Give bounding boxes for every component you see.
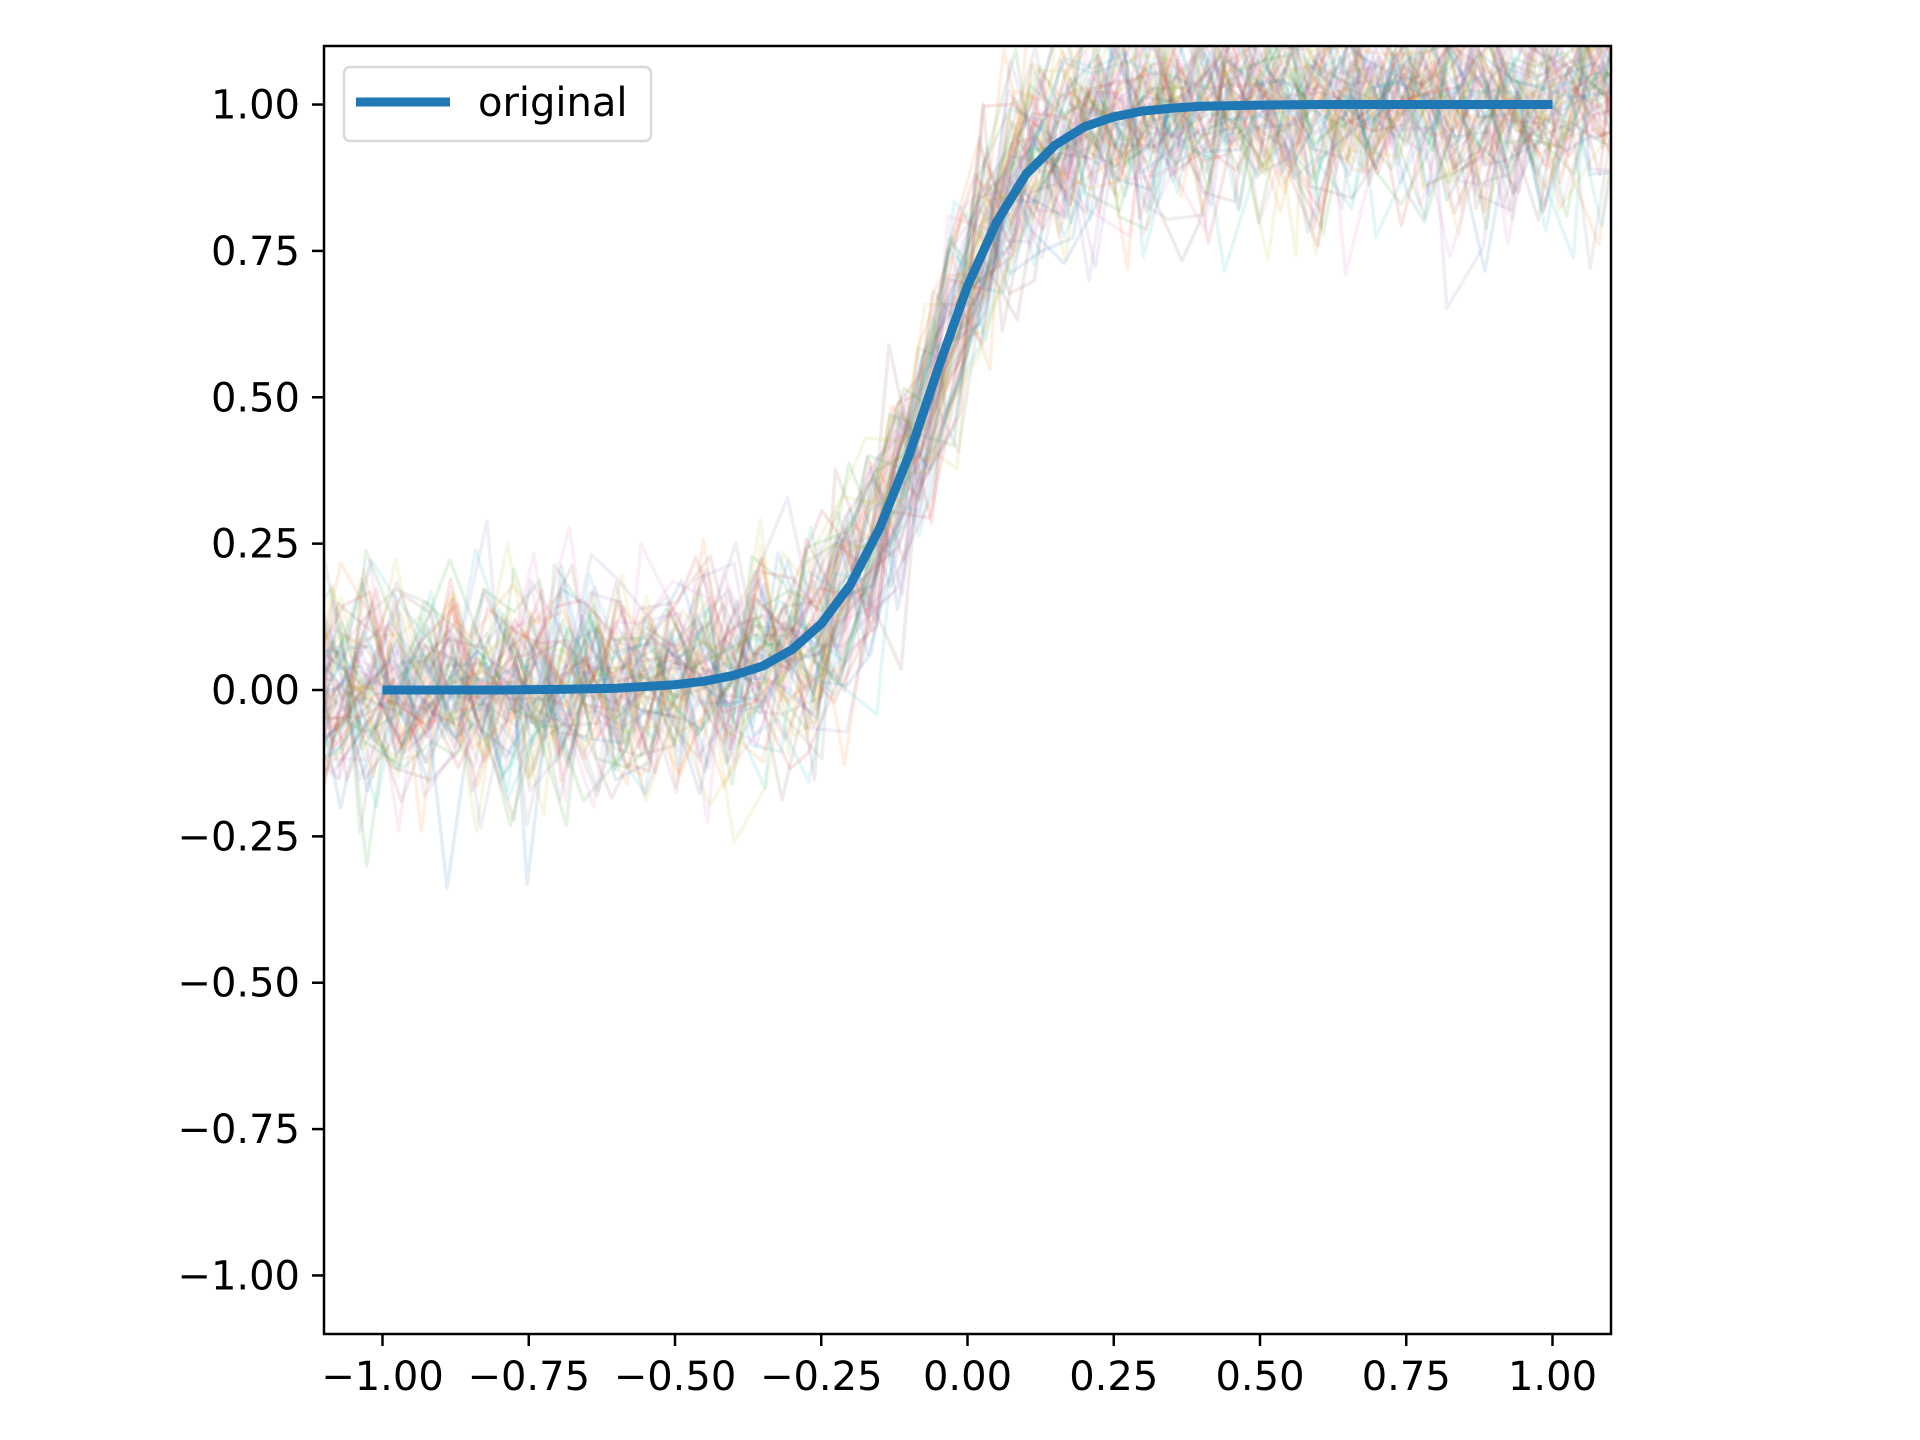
- noise-trace: [324, 46, 1611, 824]
- noise-trace: [324, 46, 1611, 747]
- noise-trace: [324, 46, 1611, 833]
- noise-trace: [324, 46, 1604, 794]
- y-tick-label: −0.50: [177, 961, 300, 1007]
- noise-trace: [324, 46, 1611, 764]
- noise-trace: [324, 46, 1611, 765]
- series-line-original: [382, 100, 1553, 695]
- noise-trace: [324, 46, 1595, 827]
- x-tick-label: 0.00: [923, 1354, 1012, 1400]
- x-tick-label: 0.25: [1069, 1354, 1158, 1400]
- noise-trace: [324, 46, 1611, 740]
- noise-trace: [324, 46, 1611, 777]
- noise-trace: [324, 46, 1611, 774]
- noise-trace: [324, 46, 1611, 803]
- noise-trace: [324, 46, 1611, 765]
- noise-trace: [324, 46, 1611, 844]
- y-tick-label: 0.50: [211, 375, 300, 421]
- noise-trace: [324, 46, 1611, 781]
- noise-trace: [324, 46, 1611, 796]
- noise-trace: [324, 46, 1611, 809]
- x-axis: −1.00 −0.75 −0.50 −0.25 0.00 0.25 0.50 0.75 1.00: [321, 1334, 1597, 1400]
- noise-trace: [324, 46, 1611, 779]
- y-tick-label: −0.75: [177, 1107, 300, 1153]
- noise-traces: [324, 46, 1611, 890]
- noise-trace: [324, 46, 1611, 800]
- noise-trace: [324, 46, 1611, 790]
- noise-trace: [324, 46, 1582, 793]
- x-tick-label: −0.75: [467, 1354, 590, 1400]
- y-tick-label: 0.00: [211, 668, 300, 714]
- noise-trace: [324, 46, 1611, 822]
- series-layer: [382, 100, 1553, 695]
- noise-trace: [324, 46, 1611, 800]
- noise-trace: [324, 46, 1602, 830]
- x-tick-label: 1.00: [1508, 1354, 1597, 1400]
- noise-trace: [324, 46, 1611, 833]
- legend-box: [342, 65, 653, 143]
- noise-trace: [324, 46, 1611, 754]
- noise-trace: [324, 46, 1611, 827]
- legend-label-original: original: [478, 80, 628, 126]
- noise-trace: [324, 46, 1610, 803]
- noise-trace: [324, 46, 1585, 784]
- noise-trace: [324, 46, 1587, 834]
- noise-trace: [324, 46, 1611, 833]
- y-tick-label: 0.25: [211, 522, 300, 568]
- noise-trace: [324, 46, 1611, 758]
- noise-trace: [324, 46, 1611, 793]
- y-tick-label: −1.00: [177, 1253, 300, 1299]
- x-tick-label: −1.00: [321, 1354, 444, 1400]
- noise-trace: [324, 46, 1611, 782]
- noise-trace: [324, 46, 1611, 759]
- y-tick-label: −0.25: [177, 814, 300, 860]
- x-tick-label: −0.25: [760, 1354, 883, 1400]
- x-tick-label: 0.75: [1362, 1354, 1451, 1400]
- x-tick-label: −0.50: [614, 1354, 737, 1400]
- noise-trace: [324, 46, 1609, 887]
- y-tick-label: 1.00: [211, 83, 300, 129]
- y-axis: 1.00 0.75 0.50 0.25 0.00 −0.25 −0.50 −0.75 −1.00: [177, 83, 324, 1299]
- noise-trace: [324, 46, 1611, 783]
- noise-trace: [324, 46, 1611, 827]
- noise-trace: [324, 46, 1611, 757]
- noise-trace: [324, 46, 1611, 779]
- noise-trace: [324, 46, 1611, 761]
- noise-trace: [324, 46, 1611, 770]
- noise-trace: [324, 46, 1611, 770]
- noise-trace: [324, 46, 1589, 790]
- noise-trace: [324, 46, 1608, 782]
- noise-trace: [324, 46, 1611, 789]
- x-tick-label: 0.50: [1215, 1354, 1304, 1400]
- noise-trace: [324, 46, 1586, 777]
- noise-trace: [324, 50, 1611, 890]
- y-tick-label: 0.75: [211, 229, 300, 275]
- noise-trace: [324, 55, 1611, 785]
- noise-trace: [324, 46, 1611, 804]
- noise-trace: [324, 46, 1611, 793]
- noise-trace: [324, 46, 1611, 802]
- noise-trace: [324, 46, 1611, 782]
- noise-trace: [324, 46, 1611, 757]
- legend: original: [342, 65, 653, 143]
- noise-trace: [324, 46, 1611, 802]
- noise-trace: [324, 46, 1611, 782]
